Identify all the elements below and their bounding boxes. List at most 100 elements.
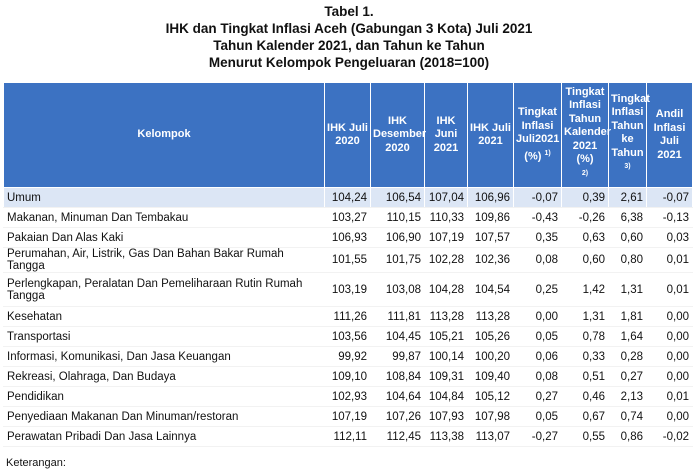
table-row: Pendidikan 102,93 104,64 104,84 105,12 0… — [3, 386, 693, 407]
cell-ihk-jun-2021: 109,31 — [424, 366, 468, 387]
cell-ihk-jul-2020: 109,10 — [324, 366, 371, 387]
table-row: Perlengkapan, Peralatan Dan Pemeliharaan… — [3, 272, 693, 307]
col-header-inflasi-juli: Tingkat Inflasi Juli2021 (%) 1) — [513, 82, 562, 188]
cell-inflasi-juli: 0,25 — [513, 272, 562, 307]
col-header-kelompok: Kelompok — [3, 82, 325, 188]
cell-ihk-jul-2021: 102,36 — [467, 247, 514, 273]
cell-ihk-jul-2021: 100,20 — [467, 346, 514, 367]
cell-andil: -0,07 — [646, 187, 693, 208]
cell-ihk-jul-2020: 103,19 — [324, 272, 371, 307]
cell-ihk-jul-2020: 103,56 — [324, 326, 371, 347]
cell-ihk-jul-2021: 105,26 — [467, 326, 514, 347]
table-subtitle: Tahun Kalender 2021, dan Tahun ke Tahun — [213, 38, 485, 53]
cell-ihk-des-2020: 101,75 — [370, 247, 425, 273]
col-header-ihk-des-2020: IHK Desember 2020 — [370, 82, 426, 188]
row-label: Makanan, Minuman Dan Tembakau — [3, 207, 325, 228]
cell-ihk-des-2020: 104,64 — [370, 386, 425, 407]
cell-ihk-des-2020: 111,81 — [370, 306, 425, 327]
cell-ihk-jul-2020: 99,92 — [324, 346, 371, 367]
table-row: Umum 104,24 106,54 107,04 106,96 -0,07 0… — [3, 187, 693, 208]
table-row: Kesehatan 111,26 111,81 113,28 113,28 0,… — [3, 306, 693, 327]
cell-ihk-jul-2020: 104,24 — [324, 187, 371, 208]
col-header-andil: Andil Inflasi Juli 2021 — [646, 82, 693, 188]
cell-ihk-jun-2021: 107,93 — [424, 406, 468, 427]
row-label: Rekreasi, Olahraga, Dan Budaya — [3, 366, 325, 387]
table-row: Makanan, Minuman Dan Tembakau 103,27 110… — [3, 207, 693, 228]
cell-inflasi-yoy: 0,28 — [608, 346, 647, 367]
cell-ihk-jul-2021: 104,54 — [467, 272, 514, 307]
cell-ihk-des-2020: 103,08 — [370, 272, 425, 307]
col-header-ihk-jul-2020: IHK Juli 2020 — [324, 82, 371, 188]
table-row: Transportasi 103,56 104,45 105,21 105,26… — [3, 326, 693, 347]
cell-inflasi-juli: -0,27 — [513, 426, 562, 447]
cell-andil: 0,00 — [646, 406, 693, 427]
cell-inflasi-kalender: 0,63 — [561, 227, 609, 248]
cell-ihk-jul-2021: 109,40 — [467, 366, 514, 387]
cell-ihk-jul-2021: 109,86 — [467, 207, 514, 228]
row-label: Perumahan, Air, Listrik, Gas Dan Bahan B… — [3, 247, 325, 273]
table-row: Penyediaan Makanan Dan Minuman/restoran … — [3, 406, 693, 427]
cell-ihk-jun-2021: 110,33 — [424, 207, 468, 228]
cell-inflasi-juli: 0,08 — [513, 366, 562, 387]
cell-ihk-des-2020: 106,54 — [370, 187, 425, 208]
cell-ihk-des-2020: 106,90 — [370, 227, 425, 248]
cell-inflasi-kalender: 0,67 — [561, 406, 609, 427]
cell-ihk-jun-2021: 107,19 — [424, 227, 468, 248]
inflasi-juli-label: Tingkat Inflasi Juli2021 (%) — [516, 106, 560, 163]
cell-andil: 0,00 — [646, 326, 693, 347]
cell-inflasi-juli: 0,05 — [513, 326, 562, 347]
cell-inflasi-juli: 0,35 — [513, 227, 562, 248]
col-header-ihk-jul-2021: IHK Juli 2021 — [467, 82, 514, 188]
cell-ihk-jul-2021: 107,57 — [467, 227, 514, 248]
cell-ihk-jul-2021: 113,07 — [467, 426, 514, 447]
cell-ihk-jul-2020: 111,26 — [324, 306, 371, 327]
footnote-mark-2: 2) — [581, 169, 589, 177]
cell-inflasi-yoy: 6,38 — [608, 207, 647, 228]
cell-inflasi-kalender: 0,33 — [561, 346, 609, 367]
row-label: Informasi, Komunikasi, Dan Jasa Keuangan — [3, 346, 325, 367]
cell-ihk-jun-2021: 100,14 — [424, 346, 468, 367]
col-header-inflasi-yoy: Tingkat Inflasi Tahun ke Tahun 3) — [608, 82, 650, 188]
footnote-mark-1: 1) — [544, 149, 551, 157]
table-title-block: Tabel 1. IHK dan Tingkat Inflasi Aceh (G… — [0, 0, 698, 71]
cell-ihk-des-2020: 107,26 — [370, 406, 425, 427]
table-row: Rekreasi, Olahraga, Dan Budaya 109,10 10… — [3, 366, 693, 387]
cell-ihk-jul-2021: 113,28 — [467, 306, 514, 327]
cell-ihk-jun-2021: 107,04 — [424, 187, 468, 208]
cell-andil: -0,02 — [646, 426, 693, 447]
row-label: Pakaian Dan Alas Kaki — [3, 227, 325, 248]
table-row: Perawatan Pribadi Dan Jasa Lainnya 112,1… — [3, 426, 693, 447]
cell-ihk-jul-2020: 101,55 — [324, 247, 371, 273]
cell-andil: 0,00 — [646, 306, 693, 327]
cell-ihk-jul-2021: 105,12 — [467, 386, 514, 407]
table-title: IHK dan Tingkat Inflasi Aceh (Gabungan 3… — [165, 21, 533, 36]
cell-inflasi-yoy: 2,61 — [608, 187, 647, 208]
cell-ihk-jul-2020: 102,93 — [324, 386, 371, 407]
row-label: Pendidikan — [3, 386, 325, 407]
inflasi-yoy-label: Tingkat Inflasi Tahun ke Tahun — [611, 92, 650, 159]
cell-andil: -0,13 — [646, 207, 693, 228]
table-subtitle-2: Menurut Kelompok Pengeluaran (2018=100) — [208, 55, 490, 70]
cell-inflasi-kalender: 0,60 — [561, 247, 609, 273]
cell-inflasi-yoy: 1,81 — [608, 306, 647, 327]
cell-inflasi-juli: 0,00 — [513, 306, 562, 327]
cell-andil: 0,01 — [646, 272, 693, 307]
cell-inflasi-yoy: 0,74 — [608, 406, 647, 427]
cell-inflasi-yoy: 1,64 — [608, 326, 647, 347]
cell-inflasi-yoy: 0,60 — [608, 227, 647, 248]
cell-ihk-jun-2021: 113,38 — [424, 426, 468, 447]
cell-ihk-des-2020: 99,87 — [370, 346, 425, 367]
inflasi-kalender-label: Tingkat Inflasi Tahun Kalender 2021 (%) — [564, 85, 612, 166]
cell-ihk-jul-2020: 112,11 — [324, 426, 371, 447]
row-label: Kesehatan — [3, 306, 325, 327]
cell-inflasi-juli: 0,05 — [513, 406, 562, 427]
footnote-mark-3: 3) — [624, 163, 631, 171]
cell-inflasi-kalender: 0,51 — [561, 366, 609, 387]
cell-andil: 0,00 — [646, 346, 693, 367]
cell-andil: 0,00 — [646, 366, 693, 387]
cell-ihk-jul-2020: 107,19 — [324, 406, 371, 427]
cell-andil: 0,03 — [646, 227, 693, 248]
cell-ihk-jun-2021: 104,28 — [424, 272, 468, 307]
cell-inflasi-kalender: 1,31 — [561, 306, 609, 327]
cell-ihk-des-2020: 112,45 — [370, 426, 425, 447]
